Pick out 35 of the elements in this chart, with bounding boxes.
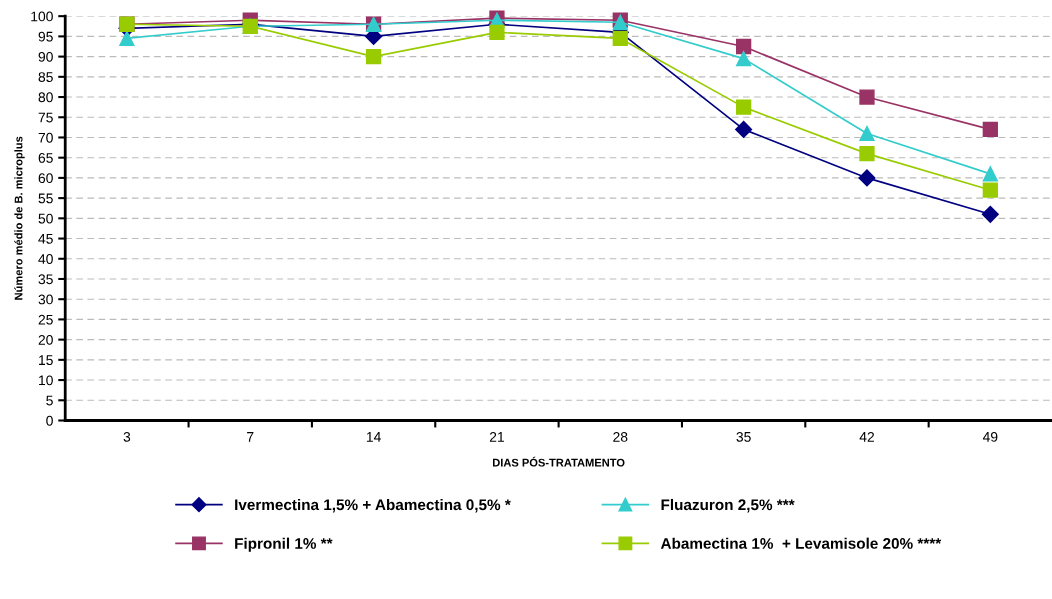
y-tick-label: 5 (46, 395, 53, 406)
y-tick-label: 100 (31, 11, 53, 22)
y-tick-label: 45 (38, 234, 53, 244)
y-tick-label: 30 (38, 294, 53, 305)
x-tick-label: 3 (123, 431, 131, 442)
y-tick-label: 65 (38, 153, 53, 163)
y-tick-label: 15 (39, 355, 53, 366)
y-tick-label: 55 (38, 193, 53, 204)
legend-label: Abamectina 1% + Levamisole 20% **** (660, 537, 942, 549)
x-tick-label: 7 (247, 432, 254, 442)
y-tick-label: 80 (38, 92, 53, 103)
legend-label: Fipronil 1% ** (235, 537, 333, 552)
y-tick-label: 90 (38, 51, 53, 62)
x-axis-title: DIAS PÓS-TRATAMENTO (492, 456, 625, 467)
y-tick-label: 35 (38, 274, 53, 285)
x-tick-label: 21 (489, 431, 504, 442)
y-tick-label: 25 (38, 314, 53, 325)
legend-label: Fluazuron 2,5% *** (661, 498, 795, 513)
y-tick-label: 40 (38, 254, 53, 264)
y-axis-title: Número médio de B. microplus (14, 136, 25, 300)
x-tick-label: 49 (982, 431, 998, 442)
x-tick-label: 42 (859, 431, 875, 442)
x-tick-label: 35 (736, 431, 751, 442)
y-tick-label: 85 (38, 72, 53, 82)
y-tick-label: 60 (38, 173, 53, 184)
y-tick-label: 95 (38, 31, 53, 42)
y-tick-label: 10 (39, 375, 53, 386)
y-tick-label: 0 (46, 415, 53, 426)
y-tick-label: 50 (38, 213, 53, 224)
y-tick-label: 75 (38, 112, 53, 123)
y-tick-label: 70 (38, 132, 53, 143)
legend-label: Ivermectina 1,5% + Abamectina 0,5% * (235, 498, 511, 513)
x-tick-label: 28 (613, 431, 628, 442)
x-tick-label: 14 (366, 432, 381, 442)
y-tick-label: 20 (38, 334, 53, 345)
